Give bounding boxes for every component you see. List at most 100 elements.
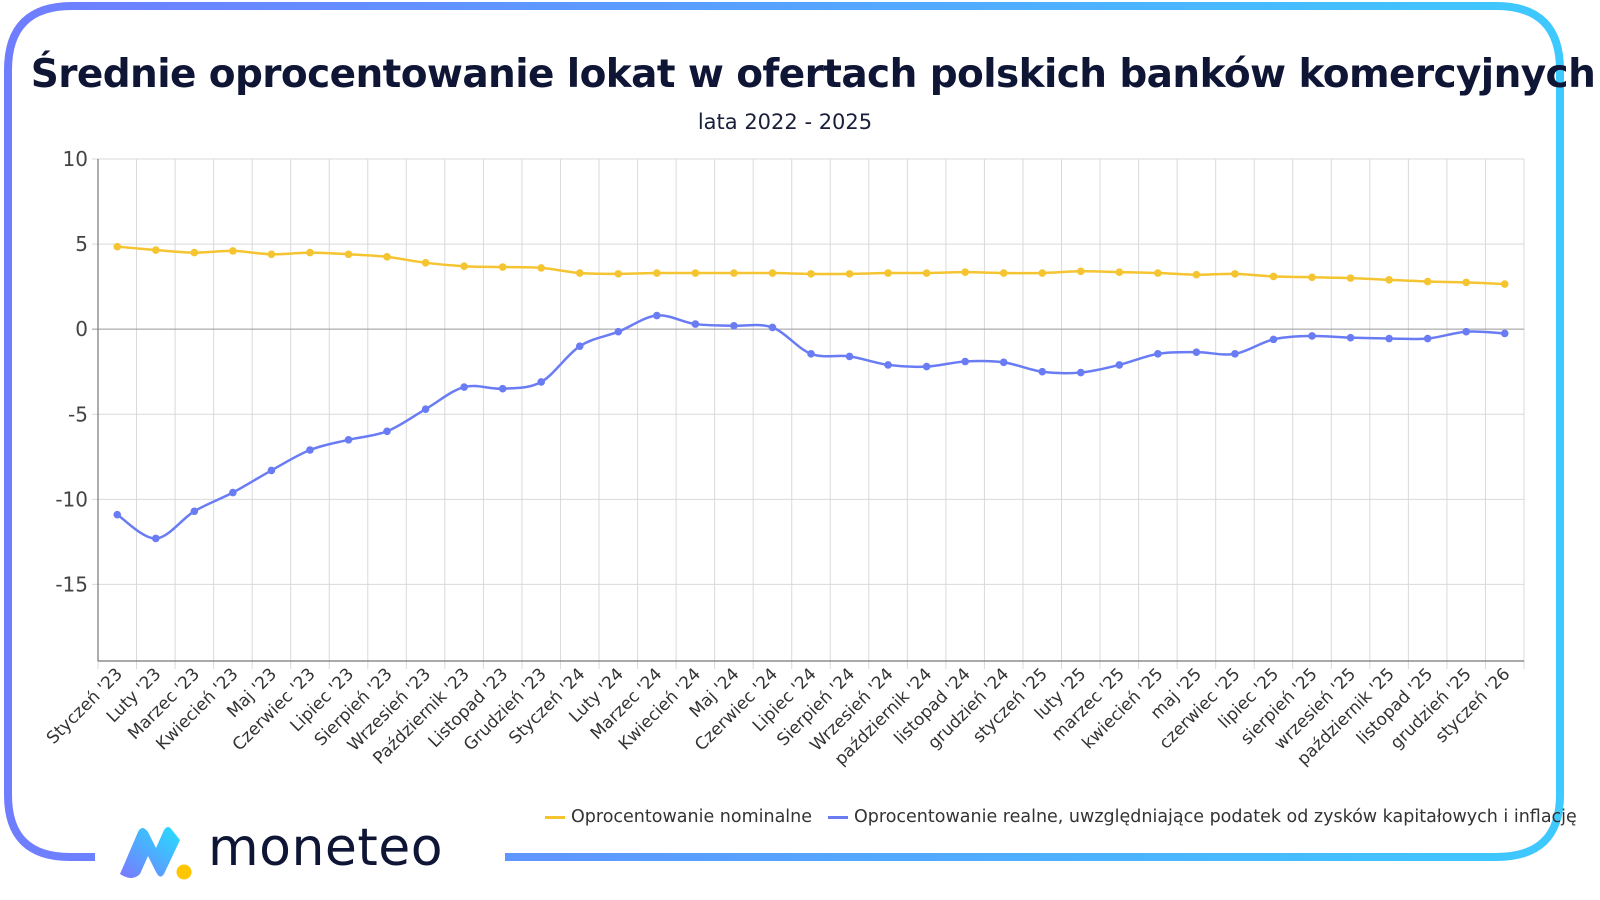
data-point-real [537, 378, 546, 386]
series-lines [116, 245, 1505, 540]
data-point-nominal [1308, 273, 1316, 282]
data-point-real [152, 534, 160, 543]
data-point-real [1462, 327, 1470, 336]
data-point-nominal [1192, 270, 1201, 279]
data-point-real [807, 350, 815, 358]
grid [92, 158, 1525, 669]
data-point-nominal [845, 270, 854, 278]
data-point-real [961, 357, 969, 366]
data-point-nominal [1346, 274, 1355, 282]
legend-label: Oprocentowanie nominalne [571, 807, 813, 827]
data-point-nominal [1269, 272, 1278, 281]
y-tick-label: -15 [55, 572, 88, 596]
data-point-nominal [1423, 277, 1432, 286]
legend-label: Oprocentowanie realne, uwzględniające po… [854, 807, 1577, 827]
moneteo-logo: moneteo [118, 822, 443, 882]
data-point-nominal [537, 264, 546, 272]
data-point-nominal [190, 248, 199, 257]
y-axis-ticks: 10 5 0 -5 -10 -15 [55, 147, 88, 596]
legend-item-nominal[interactable]: Oprocentowanie nominalne [545, 807, 812, 827]
data-point-real [1500, 329, 1509, 338]
data-point-nominal [113, 242, 122, 251]
legend-swatch-nominal [545, 815, 565, 819]
data-point-real [1076, 368, 1085, 377]
data-point-real [460, 383, 468, 391]
data-point-real [421, 405, 430, 413]
data-point-nominal [653, 269, 661, 277]
data-point-real [575, 342, 584, 350]
data-point-real [922, 362, 931, 371]
y-tick-label: -5 [68, 402, 88, 426]
data-point-nominal [614, 270, 623, 278]
data-point-real [229, 488, 237, 497]
data-point-real [306, 446, 314, 454]
data-point-nominal [691, 269, 700, 277]
data-point-real [1154, 350, 1162, 358]
data-point-real [1308, 332, 1316, 340]
chart-title: Średnie oprocentowanie lokat w ofertach … [30, 52, 1596, 97]
chart-subtitle: lata 2022 - 2025 [697, 110, 873, 134]
data-point-nominal [807, 270, 815, 278]
legend: Oprocentowanie nominalne Oprocentowanie … [545, 807, 1577, 827]
data-point-nominal [1462, 278, 1470, 287]
data-point-nominal [1154, 269, 1162, 277]
data-point-nominal [1500, 280, 1509, 288]
data-point-real [1269, 335, 1278, 344]
data-point-real [113, 510, 122, 519]
legend-swatch-real [828, 815, 849, 819]
data-point-nominal [1231, 270, 1239, 278]
data-point-real [1038, 367, 1047, 376]
data-point-real [267, 466, 276, 475]
data-point-real [691, 320, 700, 328]
data-point-nominal [498, 263, 507, 271]
data-point-real [1346, 333, 1355, 342]
data-point-nominal [421, 259, 430, 267]
data-point-real [1231, 350, 1239, 358]
data-point-nominal [922, 269, 931, 277]
data-point-nominal [730, 269, 738, 277]
data-point-nominal [229, 247, 237, 255]
logo-text: moneteo [208, 818, 444, 878]
data-point-nominal [884, 269, 892, 277]
data-point-nominal [768, 269, 777, 277]
data-point-nominal [152, 246, 160, 254]
data-point-real [383, 427, 391, 436]
data-point-real [614, 327, 623, 336]
data-point-nominal [575, 269, 584, 277]
data-point-nominal [1076, 267, 1085, 276]
data-point-nominal [1038, 269, 1047, 277]
data-point-nominal [383, 253, 391, 261]
data-point-nominal [1385, 276, 1393, 284]
data-point-nominal [999, 269, 1008, 277]
data-point-real [1192, 348, 1201, 356]
data-point-nominal [344, 250, 353, 259]
data-point-real [999, 358, 1008, 367]
data-point-real [768, 323, 777, 332]
data-point-real [1423, 334, 1432, 343]
series-line-nominal [117, 245, 1505, 286]
y-tick-label: 0 [75, 317, 88, 341]
data-point-real [344, 435, 353, 444]
data-point-real [498, 384, 507, 393]
data-point-nominal [267, 250, 276, 259]
series-points [113, 242, 1509, 543]
data-point-real [845, 352, 854, 361]
data-point-nominal [460, 262, 468, 271]
data-point-real [653, 311, 661, 320]
data-point-real [1385, 334, 1393, 343]
y-tick-label: -10 [55, 487, 88, 511]
y-tick-label: 10 [63, 147, 88, 171]
y-tick-label: 5 [75, 232, 88, 256]
logo-mark-icon [120, 827, 192, 880]
series-line-real [116, 314, 1505, 540]
legend-item-real[interactable]: Oprocentowanie realne, uwzględniające po… [828, 807, 1577, 827]
data-point-real [884, 361, 892, 369]
data-point-real [190, 507, 199, 516]
data-point-real [1115, 361, 1124, 369]
data-point-nominal [306, 248, 314, 257]
data-point-nominal [961, 268, 969, 276]
data-point-nominal [1115, 268, 1124, 276]
